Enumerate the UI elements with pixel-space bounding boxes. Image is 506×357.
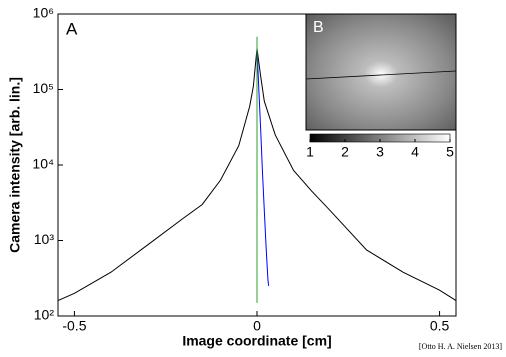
x-axis-label: Image coordinate [cm]: [182, 333, 331, 349]
inset-label: B: [313, 19, 324, 36]
y-tick-label: 10⁵: [33, 80, 54, 96]
y-tick-label: 10²: [34, 307, 55, 323]
colorbar-tick-label: 2: [341, 144, 349, 160]
y-tick-label: 10⁶: [33, 5, 54, 21]
colorbar-tick-label: 4: [411, 144, 419, 160]
colorbar-tick-label: 5: [446, 144, 454, 160]
x-tick-label: 0.5: [430, 318, 450, 334]
credit: [Otto H. A. Nielsen 2013]: [419, 342, 502, 351]
y-tick-label: 10⁴: [32, 156, 54, 172]
x-tick-label: 0: [253, 318, 261, 334]
colorbar-tick-label: 3: [376, 144, 384, 160]
panel-label: A: [66, 19, 78, 38]
x-tick-label: -0.5: [62, 318, 86, 334]
chart: A Image coordinate [cm] Camera intensity…: [0, 0, 506, 357]
colorbar-tick-label: 1: [306, 144, 314, 160]
y-tick-label: 10³: [34, 231, 55, 247]
inset: B: [306, 14, 456, 142]
y-axis-label: Camera intensity [arb. lin.]: [7, 77, 23, 253]
